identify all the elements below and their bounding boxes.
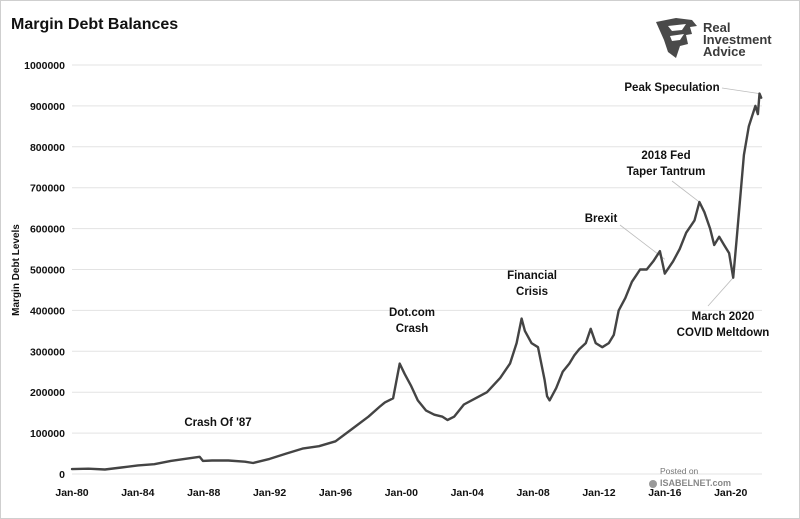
y-tick-label: 900000	[30, 101, 65, 113]
x-tick-label: Jan-80	[55, 487, 88, 499]
annotation-label: Brexit	[585, 213, 618, 225]
x-tick-labels: Jan-80 Jan-84 Jan-88 Jan-92 Jan-96 Jan-00 Jan-…	[55, 487, 747, 499]
series-layer	[70, 92, 763, 471]
annotation-label: Crisis	[516, 286, 548, 298]
annotation-label: Crash	[396, 323, 429, 335]
y-tick-label: 1000000	[24, 60, 65, 72]
annotation-leader	[721, 87, 760, 95]
x-tick-label: Jan-04	[451, 487, 484, 499]
y-tick-label: 0	[59, 469, 65, 481]
y-tick-label: 700000	[30, 183, 65, 195]
annotation-leader	[671, 180, 700, 203]
x-tick-label: Jan-00	[385, 487, 418, 499]
x-tick-label: Jan-12	[582, 487, 615, 499]
brand-logo: Real Investment Advice	[656, 18, 772, 59]
annotation-label: Financial	[507, 270, 557, 282]
chart-title: Margin Debt Balances	[11, 16, 178, 33]
annotation-leaders	[619, 87, 760, 307]
annotation-label: Dot.com	[389, 307, 435, 319]
y-tick-label: 200000	[30, 387, 65, 399]
x-tick-label: Jan-92	[253, 487, 286, 499]
grid-layer	[72, 64, 762, 475]
brand-line-3: Advice	[703, 44, 746, 59]
y-tick-label: 400000	[30, 305, 65, 317]
annotation-label: March 2020	[692, 311, 755, 323]
watermark-dot-icon	[649, 480, 657, 488]
annotation-label: Taper Tantrum	[627, 166, 706, 178]
x-tick-label: Jan-20	[714, 487, 747, 499]
annotation-label: Crash Of '87	[184, 417, 251, 429]
y-tick-label: 100000	[30, 428, 65, 440]
brand-line-2: Investment	[703, 32, 772, 47]
y-tick-label: 800000	[30, 142, 65, 154]
annotation-label: Peak Speculation	[624, 82, 719, 94]
x-tick-label: Jan-08	[516, 487, 549, 499]
watermark-posted: Posted on	[660, 466, 699, 476]
annotation-label: 2018 Fed	[641, 150, 690, 162]
annotation-label: COVID Meltdown	[677, 327, 770, 339]
brand-line-1: Real	[703, 20, 730, 35]
watermark-site: ISABELNET.com	[660, 478, 731, 488]
annotation-leader	[707, 277, 734, 307]
y-tick-labels: 0 100000 200000 300000 400000 500000 600000 700…	[24, 60, 65, 481]
series-line	[70, 92, 763, 471]
x-tick-label: Jan-84	[121, 487, 154, 499]
eagle-icon	[656, 18, 697, 58]
x-tick-label: Jan-88	[187, 487, 220, 499]
watermark: Posted on ISABELNET.com	[649, 466, 731, 488]
y-tick-label: 500000	[30, 265, 65, 277]
x-tick-label: Jan-16	[648, 487, 681, 499]
y-axis-label: Margin Debt Levels	[11, 224, 22, 316]
x-tick-label: Jan-96	[319, 487, 352, 499]
y-tick-label: 600000	[30, 224, 65, 236]
y-tick-label: 300000	[30, 346, 65, 358]
annotation-labels: Crash Of '87 Dot.com Crash Financial Crisis B…	[184, 82, 769, 429]
